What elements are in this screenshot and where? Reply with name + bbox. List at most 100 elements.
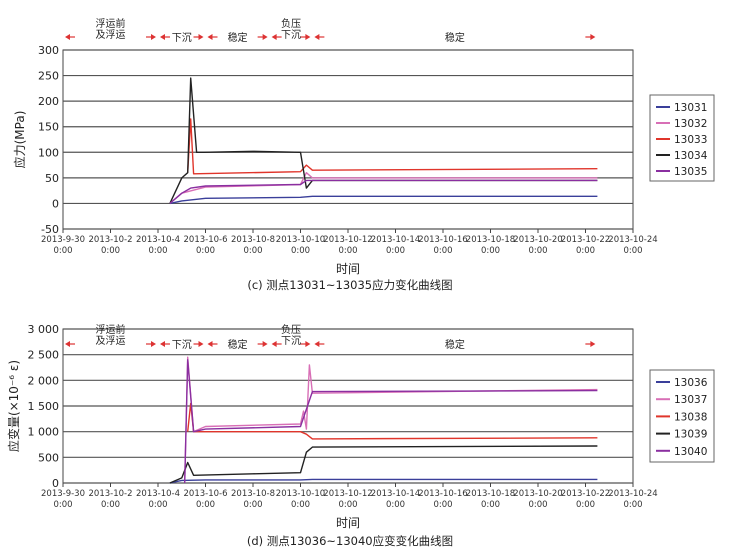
y-tick-label: 50 — [45, 172, 59, 185]
stage-arrowhead-right — [198, 341, 204, 347]
x-tick-time-label: 0:00 — [433, 500, 452, 510]
chart-panel-c: 300250200150100500-502013-9-300:002013-1… — [12, 17, 715, 292]
stage-arrowhead-right — [151, 34, 156, 40]
stage-label: 及浮运 — [96, 335, 126, 347]
stage-arrowhead-right — [305, 34, 311, 40]
stage-label: 稳定 — [445, 31, 465, 44]
x-tick-label: 2013-10-4 — [136, 489, 180, 499]
x-tick-label: 2013-10-12 — [323, 489, 372, 499]
x-tick-label: 2013-10-20 — [513, 235, 562, 245]
y-tick-label: 300 — [38, 44, 59, 57]
series-line-13034 — [169, 77, 598, 204]
stage-arrowhead-left — [271, 34, 277, 40]
x-tick-time-label: 0:00 — [623, 246, 642, 256]
legend-label: 13032 — [674, 118, 707, 130]
x-tick-time-label: 0:00 — [101, 500, 120, 510]
legend: 13031 13032 13033 13034 13035 — [649, 94, 715, 182]
stage-arrowhead-right — [305, 341, 311, 347]
legend-label: 13031 — [674, 102, 707, 114]
stage-label: 负压 — [281, 17, 301, 30]
x-tick-time-label: 0:00 — [291, 246, 310, 256]
x-tick-time-label: 0:00 — [243, 246, 262, 256]
legend: 13036 13037 13038 13039 13040 — [649, 369, 715, 463]
stage-arrowhead-left — [314, 341, 320, 347]
y-tick-label: 0 — [52, 477, 59, 490]
x-tick-time-label: 0:00 — [386, 246, 405, 256]
stage-label: 浮运前 — [96, 323, 126, 336]
legend-label: 13037 — [674, 394, 707, 406]
x-tick-label: 2013-10-14 — [371, 489, 420, 499]
figure-caption: (d) 测点13036~13040应变变化曲线图 — [247, 534, 453, 548]
x-tick-label: 2013-10-4 — [136, 235, 180, 245]
y-axis-label: 应变量(×10⁻⁶ ε) — [6, 360, 21, 452]
x-tick-label: 2013-10-6 — [184, 235, 228, 245]
stage-label: 下沉 — [281, 28, 301, 41]
x-tick-time-label: 0:00 — [53, 246, 72, 256]
series-line-13040 — [184, 359, 598, 484]
x-tick-time-label: 0:00 — [148, 500, 167, 510]
x-tick-label: 2013-10-2 — [89, 489, 133, 499]
series-line-13033 — [187, 118, 598, 175]
series-line-13035 — [169, 179, 598, 204]
x-tick-label: 2013-9-30 — [41, 489, 85, 499]
stage-label: 稳定 — [445, 338, 465, 351]
legend-label: 13036 — [674, 377, 708, 389]
x-tick-time-label: 0:00 — [481, 246, 500, 256]
x-tick-label: 2013-10-24 — [608, 235, 657, 245]
x-tick-time-label: 0:00 — [148, 246, 167, 256]
stage-arrowhead-left — [314, 34, 320, 40]
stage-arrowhead-left — [207, 341, 213, 347]
x-tick-label: 2013-10-2 — [89, 235, 133, 245]
y-tick-label: -50 — [41, 223, 59, 236]
stage-label: 浮运前 — [96, 17, 126, 30]
y-tick-label: 250 — [38, 70, 59, 83]
legend-label: 13039 — [674, 429, 707, 441]
stage-arrowhead-right — [262, 341, 268, 347]
legend-label: 13040 — [674, 446, 707, 458]
y-tick-label: 2 500 — [28, 349, 60, 362]
x-tick-time-label: 0:00 — [243, 500, 262, 510]
x-tick-label: 2013-10-20 — [513, 489, 562, 499]
x-tick-time-label: 0:00 — [481, 500, 500, 510]
x-tick-label: 2013-10-16 — [418, 489, 467, 499]
stage-arrowhead-right — [590, 34, 596, 40]
y-tick-label: 150 — [38, 121, 59, 134]
x-tick-label: 2013-10-12 — [323, 235, 372, 245]
y-tick-label: 0 — [52, 197, 59, 210]
x-tick-label: 2013-10-14 — [371, 235, 420, 245]
figure-caption: (c) 测点13031~13035应力变化曲线图 — [247, 278, 452, 292]
x-tick-time-label: 0:00 — [623, 500, 642, 510]
x-tick-label: 2013-9-30 — [41, 235, 85, 245]
x-tick-time-label: 0:00 — [528, 246, 547, 256]
series-line-13036 — [169, 478, 598, 484]
legend-label: 13035 — [674, 166, 707, 178]
x-tick-label: 2013-10-18 — [466, 489, 515, 499]
x-tick-label: 2013-10-8 — [231, 489, 275, 499]
stage-arrowhead-left — [65, 341, 70, 347]
stage-arrowhead-left — [65, 34, 70, 40]
x-tick-label: 2013-10-8 — [231, 235, 275, 245]
y-tick-label: 2 000 — [28, 374, 60, 387]
stage-arrowhead-right — [198, 34, 204, 40]
x-tick-label: 2013-10-24 — [608, 489, 657, 499]
y-tick-label: 3 000 — [28, 323, 60, 336]
stage-arrowhead-left — [160, 34, 165, 40]
x-tick-label: 2013-10-10 — [276, 489, 325, 499]
x-tick-time-label: 0:00 — [101, 246, 120, 256]
legend-label: 13038 — [674, 411, 707, 423]
y-tick-label: 100 — [38, 146, 59, 159]
x-tick-time-label: 0:00 — [338, 246, 357, 256]
y-tick-label: 500 — [38, 451, 59, 464]
stage-label: 下沉 — [281, 334, 301, 347]
x-tick-time-label: 0:00 — [576, 500, 595, 510]
stage-label: 负压 — [281, 323, 301, 336]
stage-label: 下沉 — [172, 338, 192, 351]
series-line-13031 — [169, 195, 598, 205]
stage-arrowhead-right — [262, 34, 268, 40]
x-tick-time-label: 0:00 — [433, 246, 452, 256]
x-tick-time-label: 0:00 — [528, 500, 547, 510]
x-tick-time-label: 0:00 — [386, 500, 405, 510]
x-tick-label: 2013-10-10 — [276, 235, 325, 245]
